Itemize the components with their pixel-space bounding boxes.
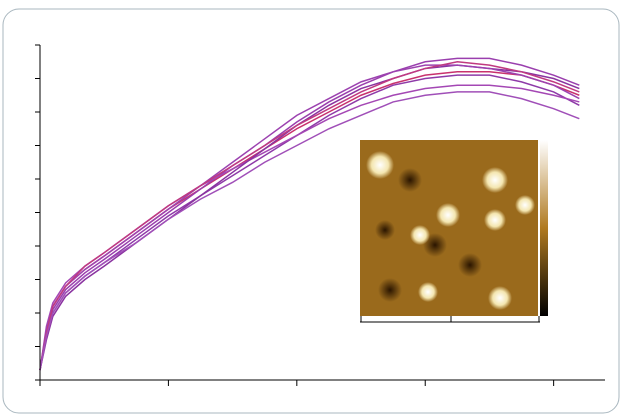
series-line: [39, 84, 580, 371]
inset-image: [360, 140, 548, 323]
series-line: [39, 60, 580, 371]
series-line: [39, 91, 580, 371]
series-line: [39, 64, 580, 371]
